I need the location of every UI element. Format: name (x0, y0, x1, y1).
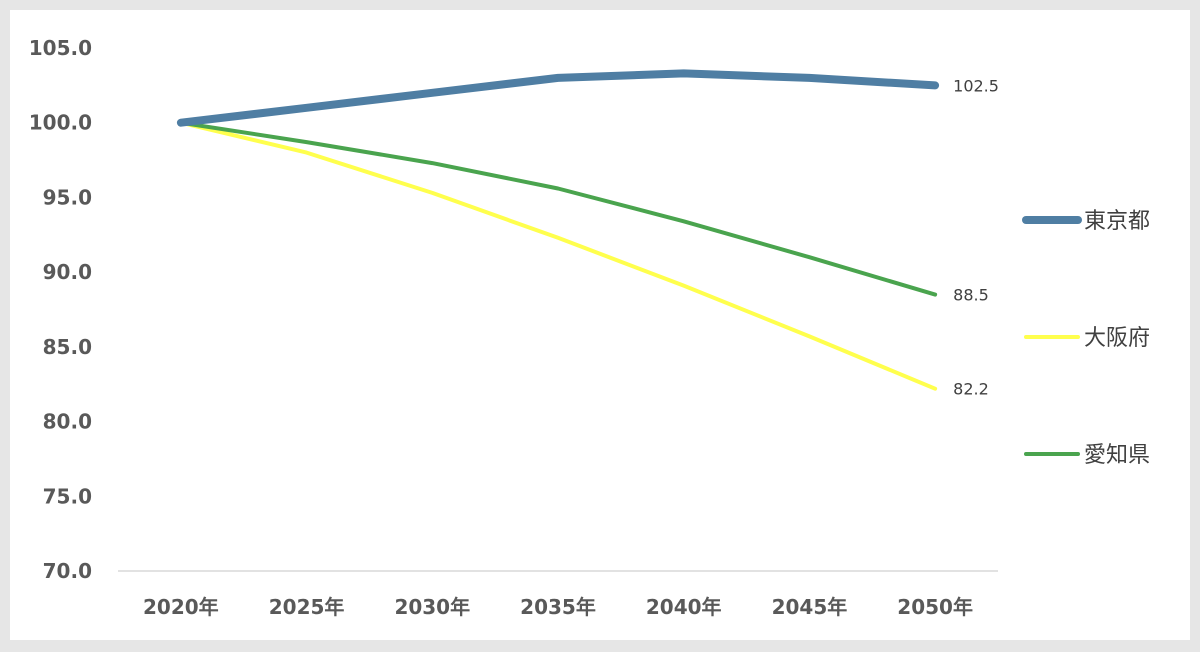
y-tick-label: 95.0 (43, 185, 92, 209)
x-tick-label: 2045年 (772, 595, 848, 619)
series-line-0 (176, 69, 940, 127)
legend-label: 愛知県 (1084, 443, 1150, 468)
y-tick-label: 105.0 (29, 36, 92, 60)
x-tick-label: 2025年 (269, 595, 345, 619)
x-tick-label: 2030年 (394, 595, 470, 619)
y-tick-label: 80.0 (43, 410, 92, 434)
end-data-label: 102.5 (953, 76, 999, 95)
y-tick-label: 90.0 (43, 260, 92, 284)
legend-label: 大阪府 (1084, 326, 1150, 351)
series-line-2 (178, 120, 938, 297)
chart-frame (10, 10, 1190, 640)
legend-label: 東京都 (1084, 209, 1150, 234)
y-tick-label: 70.0 (43, 559, 92, 583)
series-line-1 (178, 120, 938, 391)
x-tick-label: 2020年 (143, 595, 219, 619)
y-tick-label: 75.0 (43, 484, 92, 508)
x-tick-label: 2035年 (520, 595, 596, 619)
y-tick-label: 85.0 (43, 335, 92, 359)
end-data-label: 82.2 (953, 380, 989, 399)
x-axis-ticks: 2020年 2025年 2030年 2035年 2040年 2045年 2050年 (143, 595, 973, 619)
y-axis-ticks: 70.0 75.0 80.0 85.0 90.0 95.0 100.0 105.0 (29, 36, 92, 583)
y-tick-label: 100.0 (29, 111, 92, 135)
series-lines (176, 69, 940, 391)
end-data-label: 88.5 (953, 286, 989, 305)
x-tick-label: 2050年 (897, 595, 973, 619)
data-labels: 102.5 82.2 88.5 (953, 76, 999, 398)
x-tick-label: 2040年 (646, 595, 722, 619)
